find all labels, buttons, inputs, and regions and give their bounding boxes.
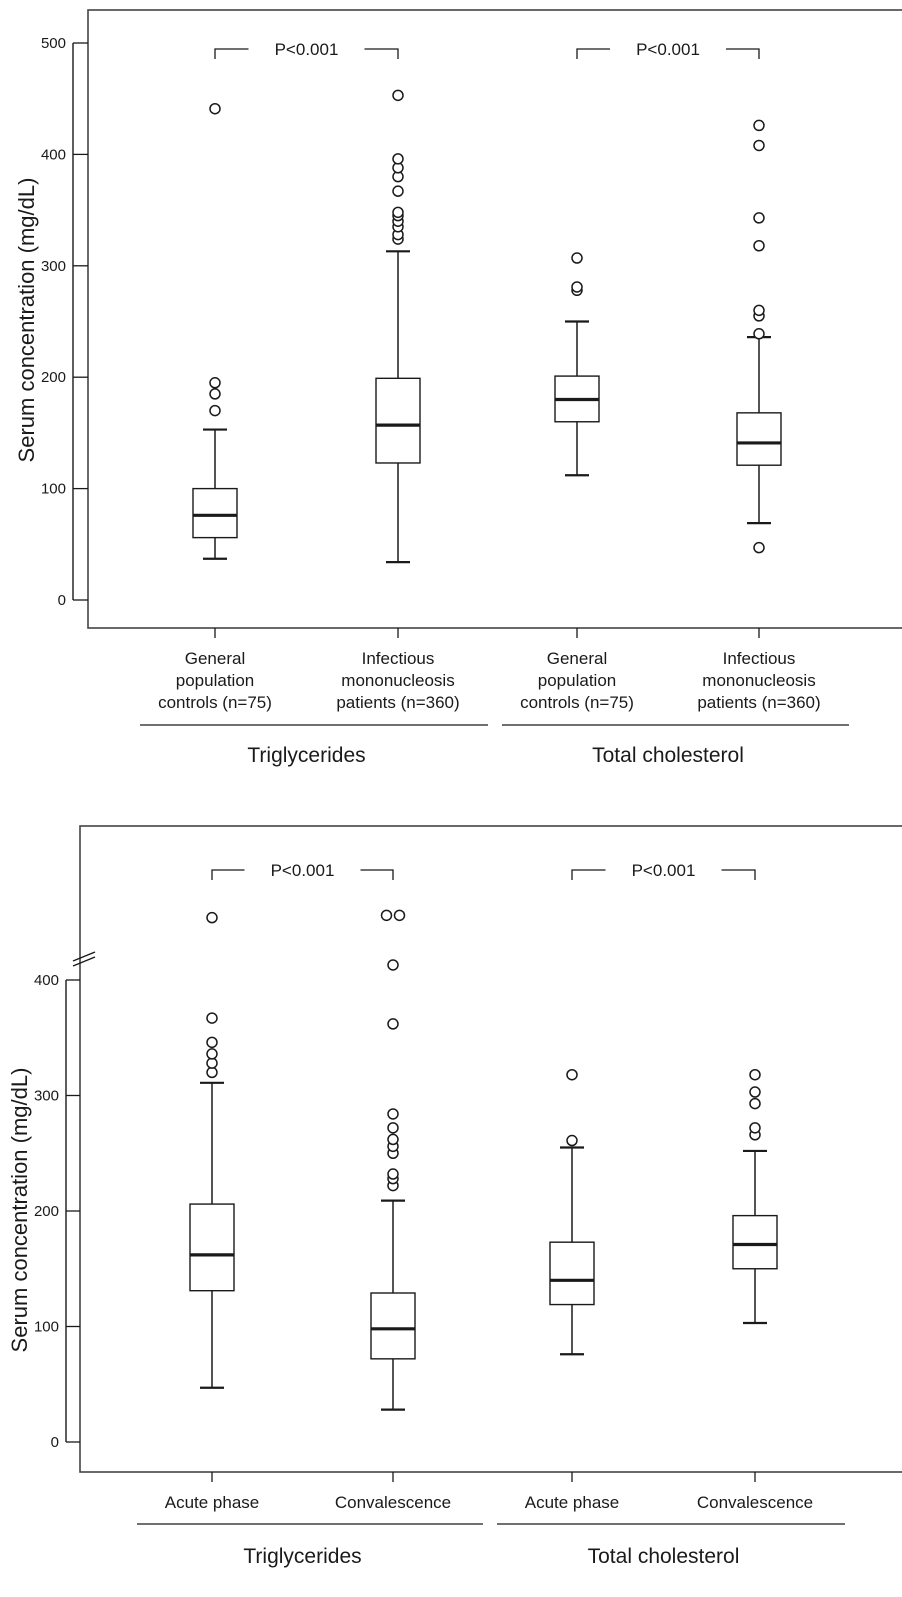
outlier-point bbox=[753, 304, 765, 317]
plot-frame bbox=[87, 9, 902, 629]
box-iqr bbox=[549, 1241, 595, 1306]
category-label: mononucleosis bbox=[702, 671, 815, 690]
outlier-point bbox=[571, 252, 583, 264]
outlier-point bbox=[206, 1036, 218, 1049]
y-tick-label: 300 bbox=[41, 258, 66, 275]
category-label: Infectious bbox=[723, 649, 796, 668]
y-tick-label: 500 bbox=[41, 35, 66, 52]
box-3 bbox=[549, 1068, 595, 1356]
y-tick-label: 0 bbox=[58, 592, 66, 609]
outlier-point bbox=[380, 909, 393, 922]
outlier-point bbox=[206, 1048, 218, 1060]
outlier-point bbox=[387, 1108, 399, 1120]
outlier-point bbox=[387, 1133, 399, 1146]
y-tick-label: 200 bbox=[41, 369, 66, 386]
chart-panel-2: 0 100 200 300 400 Serum concentration (mg/dL)… bbox=[7, 825, 902, 1568]
box-iqr bbox=[370, 1292, 416, 1360]
outlier-point bbox=[753, 212, 765, 224]
y-axis-label: Serum concentration (mg/dL) bbox=[7, 1068, 32, 1353]
outlier-point bbox=[753, 541, 765, 554]
significance-bracket bbox=[576, 48, 760, 59]
outlier-point bbox=[209, 102, 221, 115]
outlier-point bbox=[392, 185, 404, 197]
outlier-point bbox=[209, 388, 221, 400]
group-label: Triglycerides bbox=[243, 1545, 361, 1568]
outlier-point bbox=[566, 1134, 578, 1147]
box-4 bbox=[736, 119, 782, 554]
category-label: patients (n=360) bbox=[697, 693, 820, 712]
outlier-point bbox=[749, 1097, 761, 1110]
category-label: General bbox=[185, 649, 245, 668]
category-label: population bbox=[176, 671, 254, 690]
outlier-point bbox=[209, 377, 221, 389]
category-label: General bbox=[547, 649, 607, 668]
outlier-point bbox=[753, 139, 765, 152]
axis-break-mark bbox=[72, 951, 96, 962]
outlier-point bbox=[749, 1086, 761, 1098]
box-2 bbox=[370, 909, 416, 1411]
group-label: Total cholesterol bbox=[592, 744, 744, 767]
outlier-point bbox=[749, 1122, 761, 1134]
box-iqr bbox=[375, 377, 421, 464]
category-label: Infectious bbox=[362, 649, 435, 668]
y-tick-label: 400 bbox=[41, 146, 66, 163]
p-value-label: P<0.001 bbox=[636, 40, 700, 59]
outlier-point bbox=[387, 959, 399, 971]
outlier-point bbox=[753, 328, 765, 340]
box-4 bbox=[732, 1068, 778, 1325]
group-label: Triglycerides bbox=[247, 744, 365, 767]
category-label: mononucleosis bbox=[341, 671, 454, 690]
outlier-point bbox=[753, 119, 765, 132]
p-value-label: P<0.001 bbox=[275, 40, 339, 59]
p-value-label: P<0.001 bbox=[271, 861, 335, 880]
category-label: Convalescence bbox=[335, 1493, 451, 1512]
y-tick-label: 100 bbox=[34, 1319, 59, 1336]
box-3 bbox=[554, 252, 600, 477]
box-iqr bbox=[732, 1214, 778, 1270]
category-label: Acute phase bbox=[525, 1493, 620, 1512]
chart-panel-1: 0 100 200 300 400 500 Serum concentration (mg/… bbox=[14, 9, 902, 767]
box-iqr bbox=[736, 412, 782, 466]
significance-bracket bbox=[571, 869, 756, 880]
outlier-point bbox=[387, 1168, 399, 1180]
outlier-point bbox=[392, 206, 404, 219]
outlier-point bbox=[571, 281, 583, 293]
category-label: Acute phase bbox=[165, 1493, 260, 1512]
y-tick-label: 100 bbox=[41, 481, 66, 498]
category-label: patients (n=360) bbox=[336, 693, 459, 712]
significance-bracket bbox=[214, 48, 399, 59]
y-tick-label: 200 bbox=[34, 1203, 59, 1220]
box-iqr bbox=[192, 487, 238, 539]
group-label: Total cholesterol bbox=[588, 1545, 740, 1568]
box-1 bbox=[189, 911, 235, 1389]
outlier-point bbox=[566, 1068, 578, 1081]
p-value-label: P<0.001 bbox=[632, 861, 696, 880]
box-2 bbox=[375, 89, 421, 564]
outlier-point bbox=[206, 1012, 218, 1024]
outlier-point bbox=[753, 239, 765, 252]
outlier-point bbox=[206, 911, 218, 924]
y-tick-label: 300 bbox=[34, 1088, 59, 1105]
axis-break-mark bbox=[72, 956, 96, 967]
y-axis-label: Serum concentration (mg/dL) bbox=[14, 178, 39, 463]
y-tick-label: 400 bbox=[34, 972, 59, 989]
outlier-point bbox=[387, 1018, 399, 1030]
plot-frame bbox=[79, 825, 902, 1473]
significance-bracket bbox=[211, 869, 394, 880]
category-label: Convalescence bbox=[697, 1493, 813, 1512]
box-1 bbox=[192, 102, 238, 560]
outlier-point bbox=[392, 89, 404, 102]
box-iqr bbox=[189, 1203, 235, 1292]
category-label: controls (n=75) bbox=[520, 693, 634, 712]
outlier-point bbox=[387, 1122, 399, 1134]
category-label: population bbox=[538, 671, 616, 690]
y-tick-label: 0 bbox=[51, 1434, 59, 1451]
outlier-point bbox=[749, 1068, 761, 1081]
category-label: controls (n=75) bbox=[158, 693, 272, 712]
outlier-point bbox=[209, 404, 221, 417]
outlier-point bbox=[393, 909, 406, 922]
outlier-point bbox=[392, 153, 404, 165]
